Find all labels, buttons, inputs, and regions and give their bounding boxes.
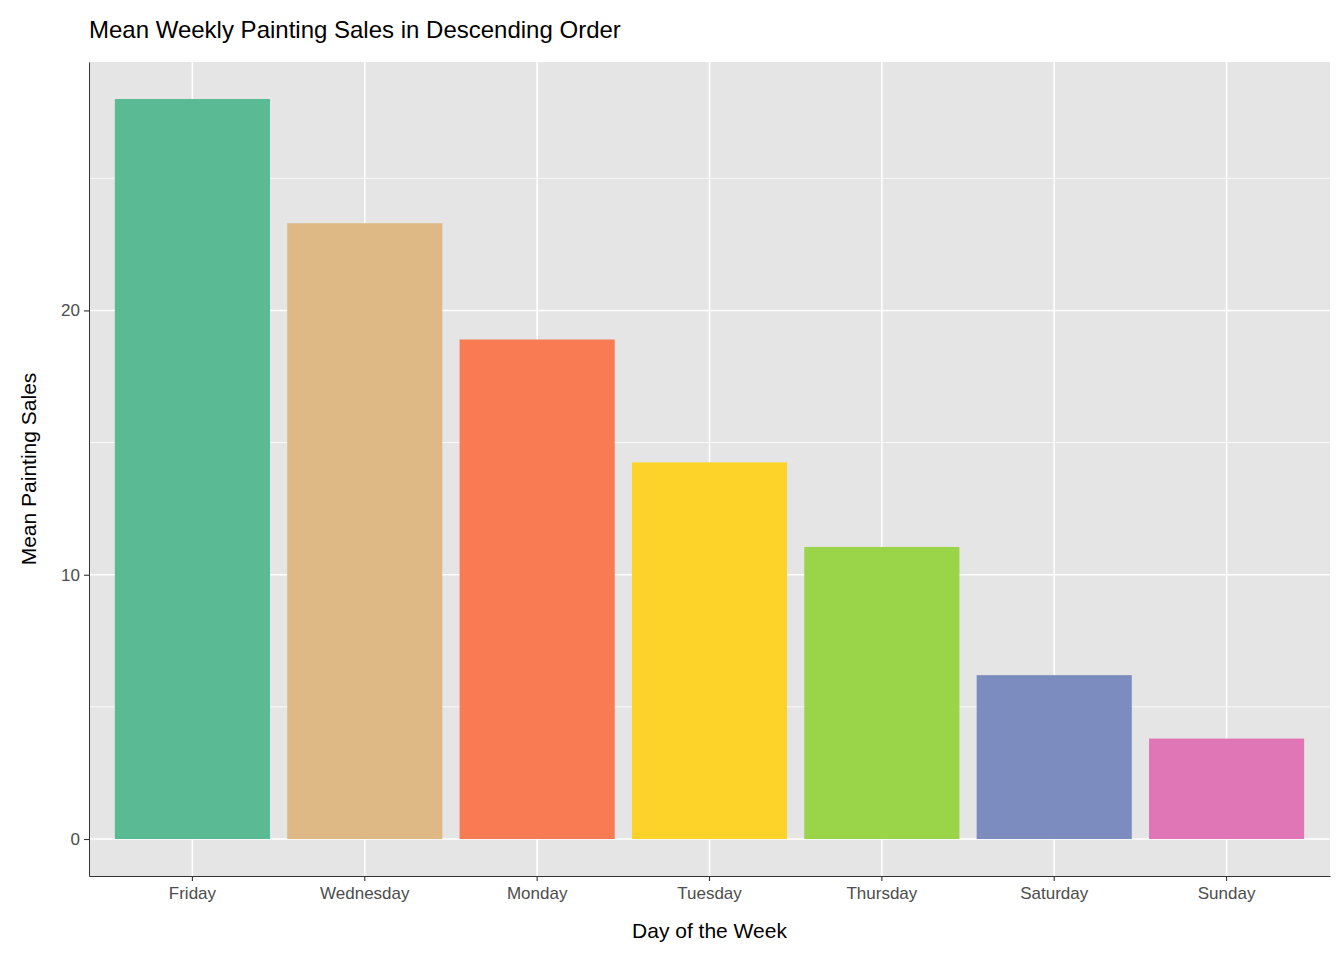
y-tick-mark (84, 839, 89, 840)
y-tick-label: 10 (61, 566, 80, 585)
x-tick-mark (1054, 876, 1055, 881)
y-tick: 10 (61, 566, 89, 585)
x-tick-label: Wednesday (320, 884, 410, 903)
y-axis: 0 10 20 (61, 63, 89, 877)
bar (632, 462, 787, 839)
x-tick: Monday (507, 876, 568, 903)
x-tick-mark (709, 876, 710, 881)
y-tick-label: 0 (71, 830, 80, 849)
x-tick-mark (364, 876, 365, 881)
x-tick-mark (192, 876, 193, 881)
x-tick-label: Saturday (1020, 884, 1089, 903)
x-tick-mark (537, 876, 538, 881)
x-axis-title: Day of the Week (632, 919, 787, 942)
x-tick: Thursday (846, 876, 917, 903)
grid (89, 62, 1330, 876)
x-tick-label: Thursday (846, 884, 917, 903)
x-tick-label: Monday (507, 884, 568, 903)
x-tick: Sunday (1198, 876, 1256, 903)
bar (1149, 739, 1304, 839)
y-tick: 0 (71, 830, 89, 849)
x-tick: Wednesday (320, 876, 410, 903)
x-tick-mark (881, 876, 882, 881)
x-tick-label: Friday (169, 884, 217, 903)
plot-background (89, 62, 1330, 876)
x-tick: Saturday (1020, 876, 1089, 903)
bar (115, 99, 270, 839)
x-tick-mark (1226, 876, 1227, 881)
bar (804, 547, 959, 839)
chart-title: Mean Weekly Painting Sales in Descending… (89, 16, 621, 43)
y-axis-line (89, 63, 90, 877)
y-tick-mark (84, 310, 89, 311)
bar (460, 340, 615, 840)
y-tick: 20 (61, 301, 89, 320)
x-tick-label: Tuesday (677, 884, 742, 903)
y-axis-title: Mean Painting Sales (17, 373, 40, 566)
y-tick-label: 20 (61, 301, 80, 320)
x-axis: Friday Wednesday Monday Tuesday Thursday Satu… (90, 876, 1331, 903)
x-tick: Friday (169, 876, 217, 903)
x-tick: Tuesday (677, 876, 742, 903)
bars (115, 99, 1304, 839)
y-tick-mark (84, 575, 89, 576)
x-tick-label: Sunday (1198, 884, 1256, 903)
bar (287, 223, 442, 839)
bar (977, 675, 1132, 839)
chart-svg: 0 10 20 Friday Wednesday Monday Tuesday Thursda… (0, 0, 1344, 960)
